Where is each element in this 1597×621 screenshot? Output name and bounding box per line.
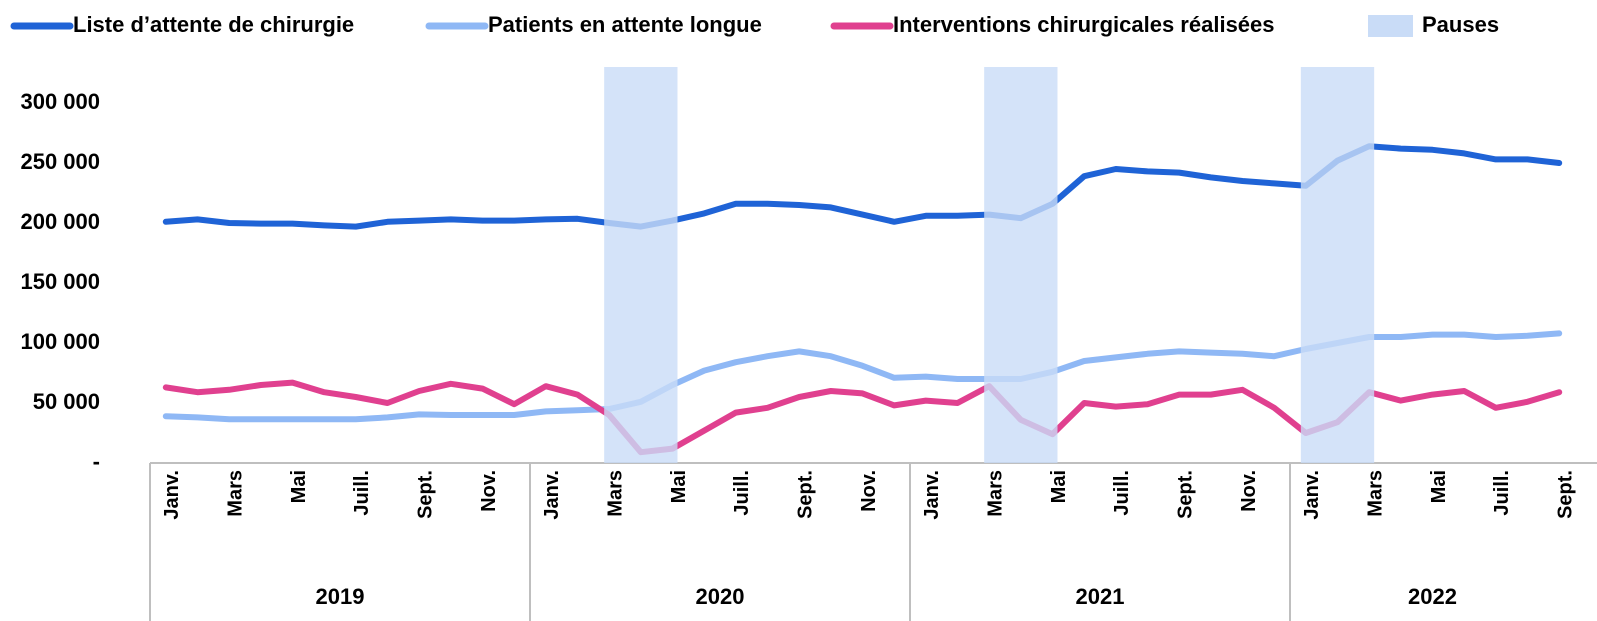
x-tick-label: Sept. xyxy=(414,470,436,519)
pause-band xyxy=(604,67,678,463)
legend-swatch xyxy=(1368,15,1413,37)
year-label: 2021 xyxy=(1076,584,1125,609)
x-tick-label: Janv. xyxy=(541,470,563,520)
y-tick-label: 200 000 xyxy=(20,209,100,234)
y-tick-label: 250 000 xyxy=(20,149,100,174)
x-tick-label: Janv. xyxy=(1301,470,1323,520)
x-tick-label: Juill. xyxy=(1491,470,1513,516)
legend-label: Patients en attente longue xyxy=(488,12,762,37)
y-tick-label: 100 000 xyxy=(20,329,100,354)
y-tick-label: - xyxy=(93,449,100,474)
x-tick-label: Mars xyxy=(984,470,1006,517)
legend-label: Interventions chirurgicales réalisées xyxy=(893,12,1275,37)
x-tick-label: Juill. xyxy=(1111,470,1133,516)
x-tick-label: Mai xyxy=(288,470,310,503)
y-tick-label: 300 000 xyxy=(20,89,100,114)
legend-label: Liste d’attente de chirurgie xyxy=(73,12,354,37)
legend-label: Pauses xyxy=(1422,12,1499,37)
x-tick-label: Nov. xyxy=(1238,470,1260,512)
year-label: 2019 xyxy=(316,584,365,609)
legend: Liste d’attente de chirurgie Patients en … xyxy=(10,12,1499,37)
x-tick-label: Sept. xyxy=(1174,470,1196,519)
y-tick-label: 150 000 xyxy=(20,269,100,294)
year-label: 2020 xyxy=(696,584,745,609)
x-tick-label: Mai xyxy=(1048,470,1070,503)
x-tick-label: Mai xyxy=(1428,470,1450,503)
x-tick-label: Mars xyxy=(1364,470,1386,517)
x-tick-label: Juill. xyxy=(351,470,373,516)
x-tick-label: Nov. xyxy=(858,470,880,512)
x-tick-label: Mars xyxy=(224,470,246,517)
pause-band xyxy=(1300,67,1375,463)
x-tick-label: Sept. xyxy=(1554,470,1576,519)
x-tick-label: Nov. xyxy=(478,470,500,512)
x-tick-label: Juill. xyxy=(731,470,753,516)
x-tick-label: Janv. xyxy=(161,470,183,520)
x-tick-label: Mai xyxy=(668,470,690,503)
x-tick-label: Janv. xyxy=(921,470,943,520)
x-tick-label: Mars xyxy=(604,470,626,517)
pause-band xyxy=(984,67,1058,463)
y-tick-label: 50 000 xyxy=(33,389,100,414)
x-tick-label: Sept. xyxy=(794,470,816,519)
year-label: 2022 xyxy=(1408,584,1457,609)
